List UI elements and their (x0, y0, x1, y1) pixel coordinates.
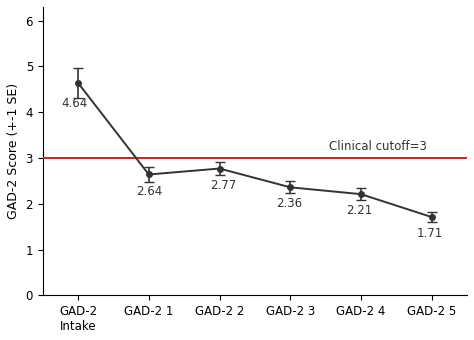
Text: 2.21: 2.21 (346, 204, 373, 217)
Text: 2.36: 2.36 (276, 198, 302, 210)
Text: 2.77: 2.77 (210, 179, 236, 192)
Text: 1.71: 1.71 (417, 227, 443, 240)
Y-axis label: GAD-2 Score (+-1 SE): GAD-2 Score (+-1 SE) (7, 83, 20, 219)
Text: 4.64: 4.64 (62, 97, 88, 110)
Text: Clinical cutoff=3: Clinical cutoff=3 (329, 140, 427, 153)
Text: 2.64: 2.64 (136, 185, 162, 198)
